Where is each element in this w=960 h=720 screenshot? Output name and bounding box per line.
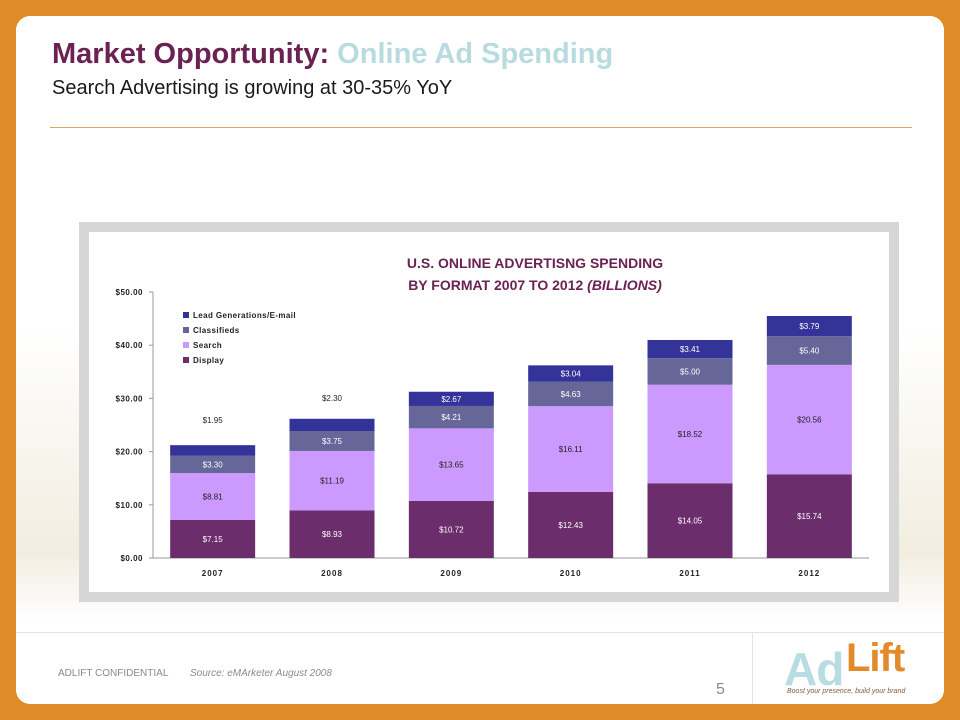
- data-label: $7.15: [203, 535, 224, 544]
- chart-frame: U.S. ONLINE ADVERTISNG SPENDING BY FORMAT…: [79, 222, 899, 602]
- bar-segment: [170, 473, 256, 520]
- logo-lift-text: Lift: [846, 636, 905, 680]
- adlift-logo: Ad Lift Boost your presence, build your …: [784, 636, 924, 700]
- bar-segment: [647, 339, 733, 359]
- source-note: Source: eMArketer August 2008: [190, 668, 332, 679]
- bar-segment: [528, 491, 614, 558]
- slide: Market Opportunity: Online Ad Spending S…: [16, 16, 944, 704]
- y-tick-label: $40.00: [116, 341, 144, 350]
- bar-segment: [289, 450, 375, 511]
- bar-segment: [528, 365, 614, 382]
- bar-segment: [170, 445, 256, 456]
- y-tick-label: $10.00: [116, 501, 144, 510]
- data-label: $4.63: [561, 390, 582, 399]
- data-label: $3.75: [322, 437, 343, 446]
- chart-area: U.S. ONLINE ADVERTISNG SPENDING BY FORMAT…: [89, 232, 889, 592]
- bar-segment: [408, 428, 494, 501]
- bar-segment: [766, 315, 852, 337]
- bar-segment: [289, 418, 375, 432]
- data-label: $14.05: [678, 517, 703, 526]
- footer-divider: [16, 632, 944, 633]
- data-label: $10.72: [439, 525, 464, 534]
- legend-swatch: [183, 312, 189, 318]
- bar-segment: [289, 510, 375, 558]
- bar-segment: [647, 384, 733, 484]
- stacked-bar-chart: U.S. ONLINE ADVERTISNG SPENDING BY FORMAT…: [116, 255, 869, 578]
- data-label: $11.19: [320, 477, 344, 486]
- data-label: $2.30: [322, 394, 343, 403]
- legend-swatch: [183, 327, 189, 333]
- bar-segment: [528, 381, 614, 407]
- data-label: $5.40: [799, 347, 820, 356]
- bar-segment: [170, 455, 256, 474]
- x-tick-label: 2008: [321, 569, 343, 578]
- legend-swatch: [183, 342, 189, 348]
- chart-title-line2-italic: (BILLIONS): [587, 277, 662, 293]
- bar-segment: [647, 358, 733, 385]
- data-label: $8.93: [322, 530, 343, 539]
- legend-swatch: [183, 357, 189, 363]
- legend-label: Classifieds: [193, 326, 240, 335]
- data-label: $16.11: [559, 445, 583, 454]
- data-label: $3.41: [680, 345, 701, 354]
- page-title: Market Opportunity: Online Ad Spending: [52, 38, 613, 71]
- legend-label: Search: [193, 341, 222, 350]
- data-label: $12.43: [558, 521, 583, 530]
- legend-label: Display: [193, 356, 224, 365]
- x-tick-label: 2011: [679, 569, 700, 578]
- bar-segment: [408, 391, 494, 406]
- title-divider: [50, 127, 912, 128]
- logo-ad-text: Ad: [784, 643, 844, 695]
- bar-segment: [170, 519, 256, 558]
- data-label: $3.04: [561, 369, 582, 378]
- bar-segment: [528, 406, 614, 492]
- page-subtitle: Search Advertising is growing at 30-35% …: [52, 77, 453, 99]
- data-label: $4.21: [441, 413, 462, 422]
- data-label: $3.30: [203, 460, 224, 469]
- data-label: $15.74: [797, 512, 822, 521]
- data-label: $20.56: [797, 416, 822, 425]
- legend-label: Lead Generations/E-mail: [193, 311, 296, 320]
- title-secondary: Online Ad Spending: [329, 38, 614, 70]
- chart-title-line2: BY FORMAT 2007 TO 2012 (BILLIONS): [408, 277, 662, 293]
- y-tick-label: $0.00: [120, 554, 143, 563]
- x-tick-label: 2012: [798, 569, 820, 578]
- bar-segment: [766, 474, 852, 558]
- data-label: $18.52: [678, 430, 703, 439]
- bar-segment: [766, 336, 852, 365]
- bar-segment: [766, 364, 852, 475]
- data-label: $13.65: [439, 461, 464, 470]
- chart-title-line1: U.S. ONLINE ADVERTISNG SPENDING: [407, 255, 663, 271]
- bar-segment: [408, 500, 494, 558]
- data-label: $5.00: [680, 367, 701, 376]
- y-tick-label: $50.00: [116, 288, 144, 297]
- x-tick-label: 2010: [560, 569, 582, 578]
- y-tick-label: $30.00: [116, 394, 144, 403]
- page-number: 5: [716, 681, 725, 698]
- chart-title-line2-main: BY FORMAT 2007 TO 2012: [408, 277, 587, 293]
- data-label: $3.79: [799, 322, 820, 331]
- y-tick-label: $20.00: [116, 448, 144, 457]
- confidential-label: ADLIFT CONFIDENTIAL: [58, 668, 169, 679]
- bar-segment: [408, 405, 494, 429]
- bar-segment: [289, 431, 375, 451]
- bar-segment: [647, 483, 733, 558]
- title-primary: Market Opportunity:: [52, 38, 330, 70]
- data-label: $1.95: [203, 416, 224, 425]
- x-tick-label: 2009: [440, 569, 462, 578]
- footer-vertical-divider: [752, 632, 753, 704]
- x-tick-label: 2007: [202, 569, 224, 578]
- logo-tagline: Boost your presence, build your brand: [787, 688, 906, 695]
- data-label: $2.67: [441, 395, 462, 404]
- data-label: $8.81: [203, 493, 224, 502]
